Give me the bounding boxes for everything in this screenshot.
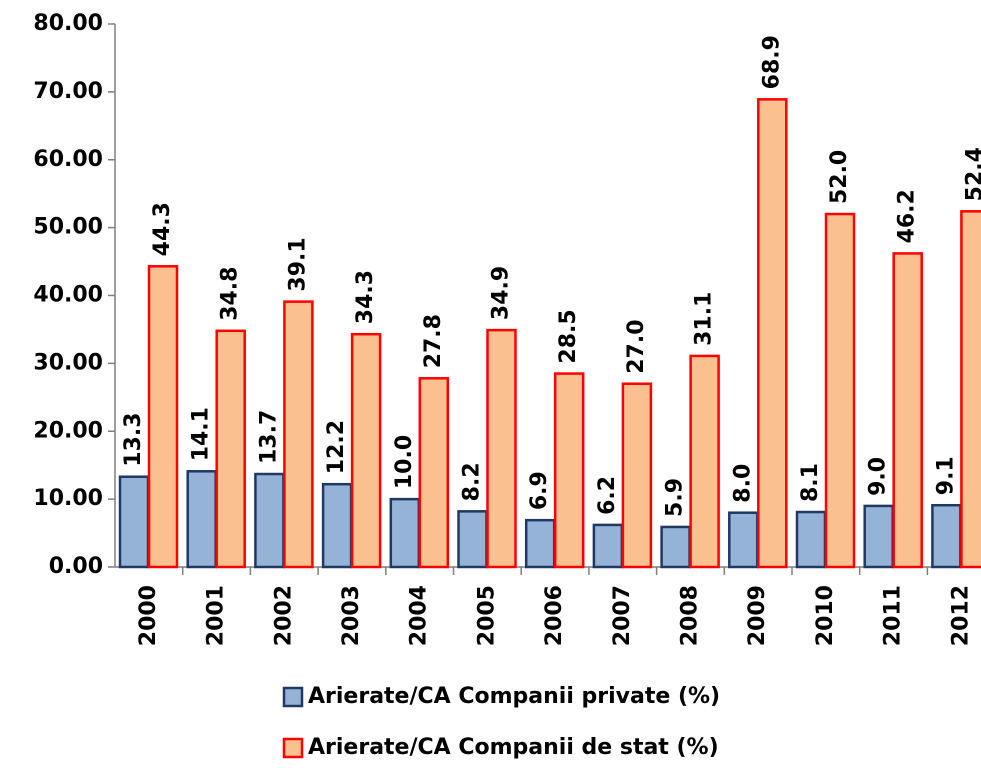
x-tick-label: 2002 (271, 585, 296, 646)
x-tick-label: 2003 (339, 585, 364, 646)
bar (389, 497, 421, 569)
bar (689, 354, 720, 569)
data-label: 31.1 (692, 292, 717, 346)
x-tick-label: 2006 (542, 585, 567, 646)
bar (795, 510, 827, 569)
data-label: 10.0 (392, 435, 417, 489)
y-tick-label: 30.00 (33, 350, 103, 375)
x-tick-label: 2009 (745, 585, 770, 646)
bar (350, 332, 382, 569)
data-label: 27.0 (624, 319, 649, 373)
bar (824, 212, 856, 569)
y-tick-label: 20.00 (33, 418, 103, 443)
data-label: 34.8 (218, 267, 243, 321)
data-label: 39.1 (285, 237, 310, 291)
legend-label: Arierate/CA Companii private (%) (308, 684, 720, 709)
data-label: 52.0 (827, 150, 852, 204)
bar (254, 472, 285, 569)
bar (418, 377, 450, 569)
legend-swatch (282, 737, 304, 759)
legend-swatch (282, 686, 304, 708)
data-label: 13.7 (256, 410, 281, 464)
bar (524, 518, 556, 569)
data-label: 34.9 (489, 266, 514, 320)
y-tick-label: 40.00 (33, 283, 103, 308)
data-label: 6.9 (527, 471, 552, 510)
data-label: 8.2 (460, 462, 485, 501)
bar (147, 265, 179, 569)
data-label: 8.0 (730, 464, 755, 503)
data-label: 6.2 (595, 476, 620, 515)
data-label: 44.3 (150, 202, 175, 256)
data-label: 14.1 (189, 407, 214, 461)
bar (931, 503, 962, 569)
bar (660, 525, 691, 569)
y-tick-label: 50.00 (33, 215, 103, 240)
data-label: 9.0 (866, 457, 891, 496)
y-tick-label: 80.00 (33, 11, 103, 36)
bar (215, 329, 246, 569)
bar (621, 382, 653, 569)
data-label: 46.2 (895, 189, 920, 243)
x-tick-label: 2007 (610, 585, 635, 646)
bar (553, 372, 585, 569)
x-tick-label: 2010 (813, 585, 838, 646)
y-tick-label: 60.00 (33, 147, 103, 172)
data-label: 13.3 (121, 412, 146, 466)
x-tick-label: 2000 (136, 585, 161, 646)
data-label: 8.1 (798, 463, 823, 502)
x-tick-label: 2005 (474, 585, 499, 646)
data-label: 9.1 (933, 456, 958, 495)
bar (283, 300, 314, 569)
data-label: 12.2 (324, 420, 349, 474)
x-tick-label: 2011 (881, 585, 906, 646)
bar (728, 511, 759, 569)
bar (863, 504, 894, 569)
bar (321, 482, 353, 569)
data-label: 52.4 (962, 147, 981, 201)
data-label: 34.3 (353, 270, 378, 324)
data-label: 28.5 (556, 309, 581, 363)
bar (118, 475, 150, 569)
bar (757, 98, 788, 569)
y-tick-label: 70.00 (33, 79, 103, 104)
bar (592, 523, 624, 569)
bar (892, 252, 923, 569)
data-label: 27.8 (421, 314, 446, 368)
x-tick-label: 2001 (204, 585, 229, 646)
x-tick-label: 2008 (677, 585, 702, 646)
bar (457, 510, 488, 569)
data-label: 68.9 (759, 35, 784, 89)
bar (960, 210, 981, 569)
data-label: 5.9 (663, 478, 688, 517)
y-tick-label: 10.00 (33, 486, 103, 511)
x-tick-label: 2012 (948, 585, 973, 646)
x-tick-label: 2004 (407, 585, 432, 646)
y-tick-label: 0.00 (49, 554, 103, 579)
bar (186, 470, 217, 569)
legend-label: Arierate/CA Companii de stat (%) (308, 735, 719, 760)
bar (486, 328, 517, 569)
